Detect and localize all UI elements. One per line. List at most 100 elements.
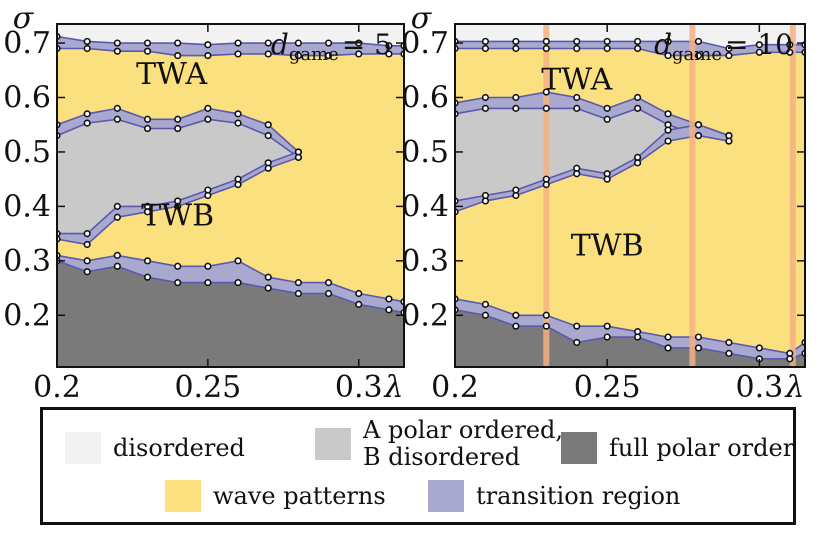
data-point	[385, 306, 393, 314]
region-label-twb: TWB	[571, 228, 644, 263]
data-point	[324, 39, 333, 47]
data-point	[634, 159, 642, 167]
y-tick-label: 0.2	[401, 298, 449, 333]
data-point	[204, 104, 212, 112]
data-point	[113, 202, 121, 210]
y-tick-label: 0.3	[401, 244, 449, 279]
data-point	[542, 181, 550, 189]
data-point	[481, 37, 490, 46]
transition-band-bottom	[57, 254, 404, 314]
legend-label-a-polar-line1: A polar ordered,	[363, 416, 564, 444]
data-point	[603, 44, 611, 53]
data-point	[786, 355, 794, 363]
data-point	[83, 44, 91, 53]
data-point	[83, 268, 91, 276]
data-point	[481, 104, 490, 112]
data-point	[234, 181, 242, 189]
full-polar-region	[57, 260, 404, 367]
region-label-twa: TWA	[541, 62, 612, 97]
y-tick-label: 0.2	[3, 298, 51, 333]
data-point	[234, 39, 242, 47]
data-point	[725, 137, 733, 145]
data-point	[204, 262, 212, 270]
x-tick-label: 0.3	[735, 370, 783, 405]
panel-plot-area	[455, 24, 805, 367]
data-point	[113, 104, 121, 112]
panel-frame	[56, 23, 405, 368]
y-tick-label: 0.7	[401, 26, 449, 61]
x-axis-label: λ	[784, 370, 804, 405]
legend: disordered A polar ordered, B disordered…	[40, 407, 796, 525]
data-point	[324, 51, 333, 60]
data-point	[174, 262, 182, 270]
data-point	[573, 170, 581, 178]
data-point	[113, 213, 121, 221]
data-point	[542, 322, 550, 330]
data-point	[174, 39, 182, 47]
legend-item-disordered: disordered	[65, 432, 245, 464]
data-point	[573, 93, 581, 102]
data-point	[603, 37, 611, 46]
legend-label-transition: transition region	[476, 482, 681, 510]
legend-swatch-disordered	[65, 432, 101, 464]
data-point	[324, 289, 333, 298]
data-point	[664, 344, 672, 352]
data-point	[355, 39, 363, 47]
legend-label-a-polar-line2: B disordered	[363, 443, 521, 471]
data-point	[204, 51, 212, 60]
legend-item-full-polar: full polar order	[561, 432, 794, 464]
data-point	[83, 230, 91, 238]
y-tick-label: 0.3	[3, 244, 51, 279]
data-point	[204, 279, 212, 287]
data-point	[143, 208, 152, 216]
a-polar-region	[455, 108, 729, 201]
legend-swatch-wave	[165, 480, 201, 512]
transition-band-top	[455, 40, 805, 57]
legend-swatch-a-polar	[315, 428, 351, 460]
data-point	[725, 44, 733, 53]
data-point	[725, 338, 733, 347]
y-tick-label: 0.4	[3, 189, 51, 224]
y-tick-label: 0.5	[3, 135, 51, 170]
data-point	[512, 322, 520, 330]
region-label-twa: TWA	[136, 57, 207, 92]
x-axis-label: λ	[383, 370, 403, 405]
data-point	[481, 311, 490, 319]
data-point	[634, 93, 642, 102]
data-point	[573, 37, 581, 46]
data-point	[694, 37, 703, 46]
data-point	[573, 322, 581, 330]
data-point	[542, 311, 550, 319]
data-point	[542, 37, 550, 46]
data-point	[264, 132, 272, 140]
x-tick-label: 0.25	[174, 370, 241, 405]
data-point	[481, 197, 490, 205]
parameter-label: dgame = 10	[654, 28, 793, 65]
data-point	[234, 119, 242, 127]
y-tick-label: 0.6	[3, 81, 51, 116]
data-point	[264, 273, 272, 281]
data-point	[725, 349, 733, 357]
data-point	[355, 50, 363, 58]
data-point	[664, 137, 672, 145]
data-point	[385, 50, 393, 58]
data-point	[634, 104, 642, 112]
data-point	[174, 115, 182, 123]
y-tick-label: 0.7	[3, 26, 51, 61]
data-point	[755, 41, 763, 49]
transition-band-top	[57, 35, 404, 57]
data-point	[634, 37, 642, 46]
data-point	[204, 41, 212, 49]
data-point	[143, 47, 152, 55]
data-point	[542, 104, 550, 112]
y-tick-label: 0.5	[401, 135, 449, 170]
data-point	[385, 42, 393, 50]
data-point	[174, 202, 182, 210]
data-point	[542, 44, 550, 53]
data-point	[512, 191, 520, 200]
data-point	[143, 124, 152, 133]
data-point	[143, 39, 152, 47]
data-point	[234, 110, 242, 118]
data-point	[634, 333, 642, 341]
